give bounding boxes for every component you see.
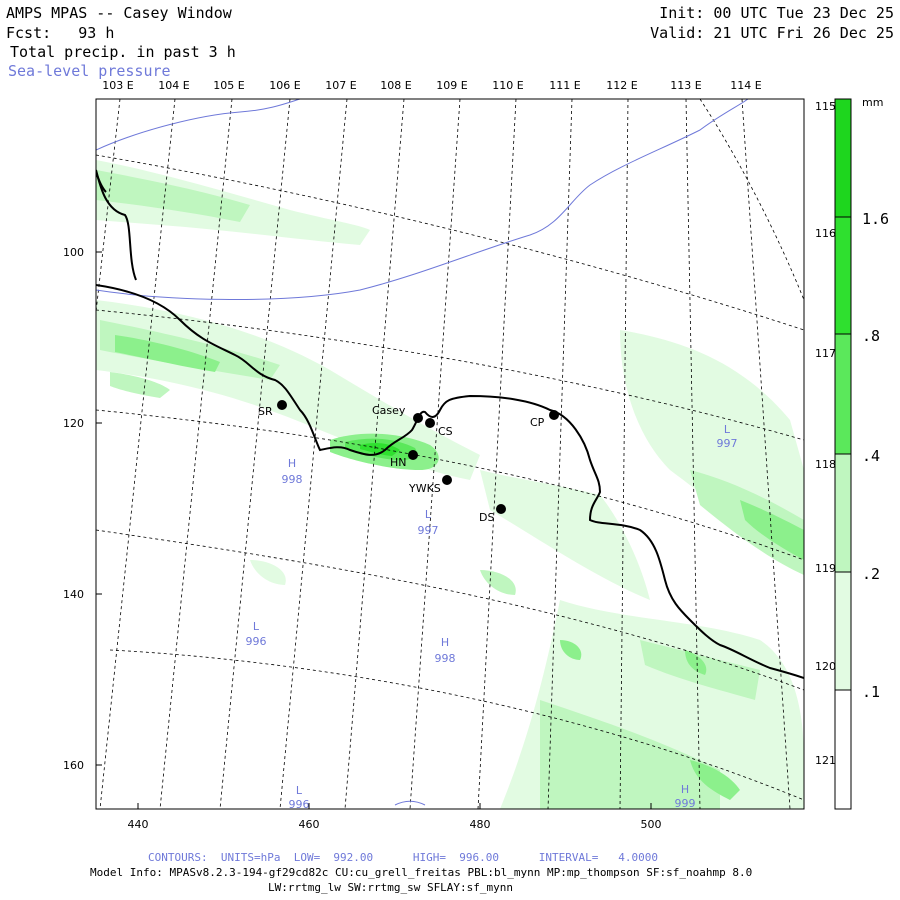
y-tick: 140: [63, 588, 84, 601]
stations: [277, 400, 559, 514]
x-axis-ticks: 440 460 480 500: [128, 803, 662, 831]
station-label-cp: CP: [530, 416, 545, 429]
station-label-hn: HN: [390, 456, 407, 469]
station-marker-casey: [413, 413, 423, 423]
y-tick: 100: [63, 246, 84, 259]
colorbar: mm 1.6 .8 .4 .2 .1: [834, 96, 889, 810]
colorbar-band: [835, 99, 851, 217]
lon-label: 104 E: [158, 79, 189, 92]
init-time: Init: 00 UTC Tue 23 Dec 25: [659, 4, 894, 22]
coastline: [96, 169, 804, 679]
station-marker-cs: [425, 418, 435, 428]
field-label-precip: Total precip. in past 3 h: [10, 43, 236, 61]
station-label-ywks: YWKS: [408, 482, 441, 495]
pressure-value-1: 998: [282, 473, 303, 486]
pressure-value-2: 997: [418, 524, 439, 537]
forecast-hour: Fcst: 93 h: [6, 24, 115, 42]
map-frame: [95, 98, 805, 810]
station-marker-cp: [549, 410, 559, 420]
y-tick: 160: [63, 759, 84, 772]
pressure-value-5: 998: [435, 652, 456, 665]
pressure-type-7: H: [681, 783, 689, 796]
lon-label: 107 E: [325, 79, 356, 92]
colorbar-band: [835, 454, 851, 572]
pressure-type-1: H: [288, 457, 296, 470]
pressure-value-3: 997: [717, 437, 738, 450]
map-title: AMPS MPAS -- Casey Window: [6, 4, 232, 22]
pressure-type-6: L: [296, 784, 303, 797]
lon-label: 112 E: [606, 79, 637, 92]
valid-time: Valid: 21 UTC Fri 26 Dec 25: [650, 24, 894, 42]
lon-top-labels: 103 E 104 E 105 E 106 E 107 E 108 E 109 …: [102, 79, 761, 92]
station-marker-sr: [277, 400, 287, 410]
station-marker-ds: [496, 504, 506, 514]
pressure-centers: H 998 L 997 L 997 L 996 H 998 L 996 H 99…: [246, 423, 738, 811]
pressure-value-4: 996: [246, 635, 267, 648]
station-marker-ywks: [442, 475, 452, 485]
pressure-value-6: 996: [289, 798, 310, 811]
x-tick: 440: [128, 818, 149, 831]
station-label-cs: CS: [438, 425, 453, 438]
colorbar-band: [835, 572, 851, 690]
pressure-value-7: 999: [675, 797, 696, 810]
x-tick: 480: [470, 818, 491, 831]
colorbar-band: [835, 217, 851, 334]
x-tick: 460: [299, 818, 320, 831]
station-label-sr: SR: [258, 405, 273, 418]
lon-label: 113 E: [670, 79, 701, 92]
pressure-type-5: H: [441, 636, 449, 649]
lon-label: 105 E: [213, 79, 244, 92]
lon-label: 106 E: [269, 79, 300, 92]
x-tick: 500: [641, 818, 662, 831]
pressure-type-2: L: [425, 508, 432, 521]
lon-label: 114 E: [730, 79, 761, 92]
colorbar-label: .8: [862, 327, 880, 345]
contour-info: CONTOURS: UNITS=hPa LOW= 992.00 HIGH= 99…: [148, 851, 658, 864]
station-label-casey: Casey: [372, 404, 406, 417]
colorbar-label: .1: [862, 683, 880, 701]
precip-field: [96, 160, 804, 809]
isobars: [96, 99, 749, 806]
colorbar-label: .2: [862, 565, 880, 583]
station-labels: SR Casey CS CP HN YWKS DS: [258, 404, 545, 524]
colorbar-band: [835, 690, 851, 809]
pressure-type-3: L: [724, 423, 731, 436]
station-marker-hn: [408, 450, 418, 460]
lon-label: 109 E: [436, 79, 467, 92]
y-axis-ticks: 100 120 140 160: [63, 246, 102, 772]
lon-label: 111 E: [549, 79, 580, 92]
pressure-type-4: L: [253, 620, 260, 633]
lon-label: 110 E: [492, 79, 523, 92]
model-info-line2: LW:rrtmg_lw SW:rrtmg_sw SFLAY:sf_mynn: [268, 881, 514, 894]
colorbar-band: [835, 334, 851, 454]
colorbar-unit: mm: [862, 96, 883, 109]
colorbar-label: .4: [862, 447, 880, 465]
lon-label: 103 E: [102, 79, 133, 92]
lon-label: 108 E: [380, 79, 411, 92]
y-tick: 120: [63, 417, 84, 430]
colorbar-label: 1.6: [862, 210, 889, 228]
field-label-slp: Sea-level pressure: [8, 62, 171, 80]
model-info: Model Info: MPASv8.2.3-194-gf29cd82c CU:…: [90, 866, 753, 879]
station-label-ds: DS: [479, 511, 494, 524]
